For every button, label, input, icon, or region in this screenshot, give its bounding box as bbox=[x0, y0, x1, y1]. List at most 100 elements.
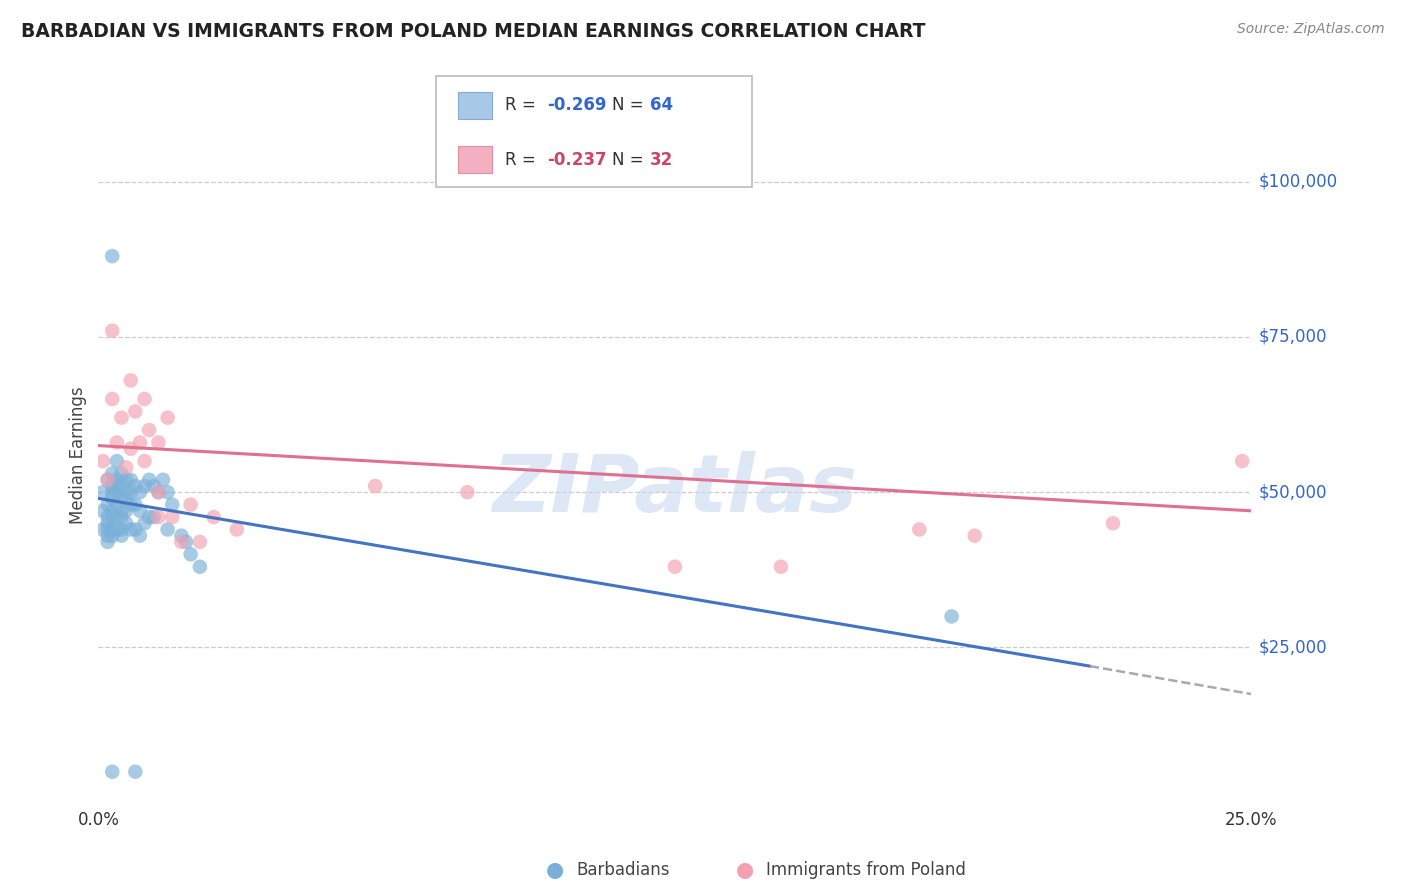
Point bbox=[148, 435, 170, 450]
Text: -0.237: -0.237 bbox=[547, 151, 606, 169]
Text: Source: ZipAtlas.com: Source: ZipAtlas.com bbox=[1237, 22, 1385, 37]
Text: ●: ● bbox=[737, 860, 754, 880]
Point bbox=[1102, 516, 1125, 531]
Point bbox=[101, 392, 124, 406]
Point bbox=[134, 392, 156, 406]
Point bbox=[124, 523, 146, 537]
Text: ●: ● bbox=[547, 860, 564, 880]
Point bbox=[364, 479, 387, 493]
Text: $25,000: $25,000 bbox=[1258, 639, 1327, 657]
Point bbox=[148, 510, 170, 524]
Point bbox=[91, 523, 114, 537]
Point bbox=[91, 485, 114, 500]
Point bbox=[170, 534, 193, 549]
Point bbox=[124, 404, 146, 418]
Point bbox=[101, 479, 124, 493]
Point bbox=[105, 435, 128, 450]
Point bbox=[105, 454, 128, 468]
Point bbox=[101, 324, 124, 338]
Point bbox=[124, 498, 146, 512]
Point bbox=[152, 473, 174, 487]
Point bbox=[110, 510, 132, 524]
Point bbox=[156, 523, 179, 537]
Point bbox=[124, 479, 146, 493]
Point bbox=[148, 485, 170, 500]
Point bbox=[91, 454, 114, 468]
Text: Immigrants from Poland: Immigrants from Poland bbox=[766, 861, 966, 879]
Y-axis label: Median Earnings: Median Earnings bbox=[69, 386, 87, 524]
Point bbox=[148, 485, 170, 500]
Point bbox=[97, 529, 120, 543]
Point bbox=[908, 523, 931, 537]
Point bbox=[97, 498, 120, 512]
Text: 32: 32 bbox=[650, 151, 673, 169]
Point bbox=[115, 460, 138, 475]
Point bbox=[129, 504, 152, 518]
Text: $100,000: $100,000 bbox=[1258, 172, 1337, 191]
Point bbox=[769, 559, 792, 574]
Text: $75,000: $75,000 bbox=[1258, 328, 1327, 346]
Point bbox=[160, 498, 183, 512]
Point bbox=[115, 504, 138, 518]
Point bbox=[110, 479, 132, 493]
Point bbox=[101, 529, 124, 543]
Point bbox=[110, 523, 132, 537]
Point bbox=[115, 485, 138, 500]
Point bbox=[105, 510, 128, 524]
Point bbox=[134, 516, 156, 531]
Point bbox=[120, 473, 142, 487]
Point bbox=[160, 510, 183, 524]
Point bbox=[138, 510, 160, 524]
Point bbox=[105, 498, 128, 512]
Point bbox=[101, 504, 124, 518]
Text: R =: R = bbox=[505, 151, 541, 169]
Point bbox=[142, 479, 165, 493]
Point bbox=[91, 504, 114, 518]
Text: -0.269: -0.269 bbox=[547, 96, 606, 114]
Point bbox=[664, 559, 686, 574]
Text: N =: N = bbox=[612, 151, 648, 169]
Point bbox=[115, 473, 138, 487]
Text: BARBADIAN VS IMMIGRANTS FROM POLAND MEDIAN EARNINGS CORRELATION CHART: BARBADIAN VS IMMIGRANTS FROM POLAND MEDI… bbox=[21, 22, 925, 41]
Point bbox=[156, 485, 179, 500]
Point bbox=[105, 479, 128, 493]
Point bbox=[202, 510, 225, 524]
Point bbox=[138, 423, 160, 437]
Point bbox=[97, 473, 120, 487]
Point bbox=[101, 523, 124, 537]
Point bbox=[456, 485, 478, 500]
Text: 64: 64 bbox=[650, 96, 672, 114]
Point bbox=[174, 534, 197, 549]
Point bbox=[170, 529, 193, 543]
Point bbox=[129, 529, 152, 543]
Point bbox=[180, 498, 202, 512]
Text: Barbadians: Barbadians bbox=[576, 861, 671, 879]
Point bbox=[120, 373, 142, 387]
Point bbox=[105, 523, 128, 537]
Point bbox=[1230, 454, 1253, 468]
Point bbox=[97, 473, 120, 487]
Point bbox=[134, 454, 156, 468]
Point bbox=[138, 473, 160, 487]
Point bbox=[120, 498, 142, 512]
Text: $50,000: $50,000 bbox=[1258, 483, 1327, 501]
Point bbox=[110, 467, 132, 481]
Point bbox=[97, 516, 120, 531]
Point bbox=[941, 609, 963, 624]
Point bbox=[101, 249, 124, 263]
Point bbox=[115, 516, 138, 531]
Point bbox=[124, 764, 146, 779]
Point bbox=[110, 410, 132, 425]
Point bbox=[120, 442, 142, 456]
Point bbox=[120, 523, 142, 537]
Point bbox=[129, 485, 152, 500]
Point bbox=[101, 491, 124, 506]
Text: ZIPatlas: ZIPatlas bbox=[492, 450, 858, 529]
Point bbox=[225, 523, 247, 537]
Point bbox=[97, 534, 120, 549]
Point bbox=[156, 410, 179, 425]
Point bbox=[129, 435, 152, 450]
Point bbox=[101, 467, 124, 481]
Point bbox=[115, 491, 138, 506]
Point bbox=[188, 559, 211, 574]
